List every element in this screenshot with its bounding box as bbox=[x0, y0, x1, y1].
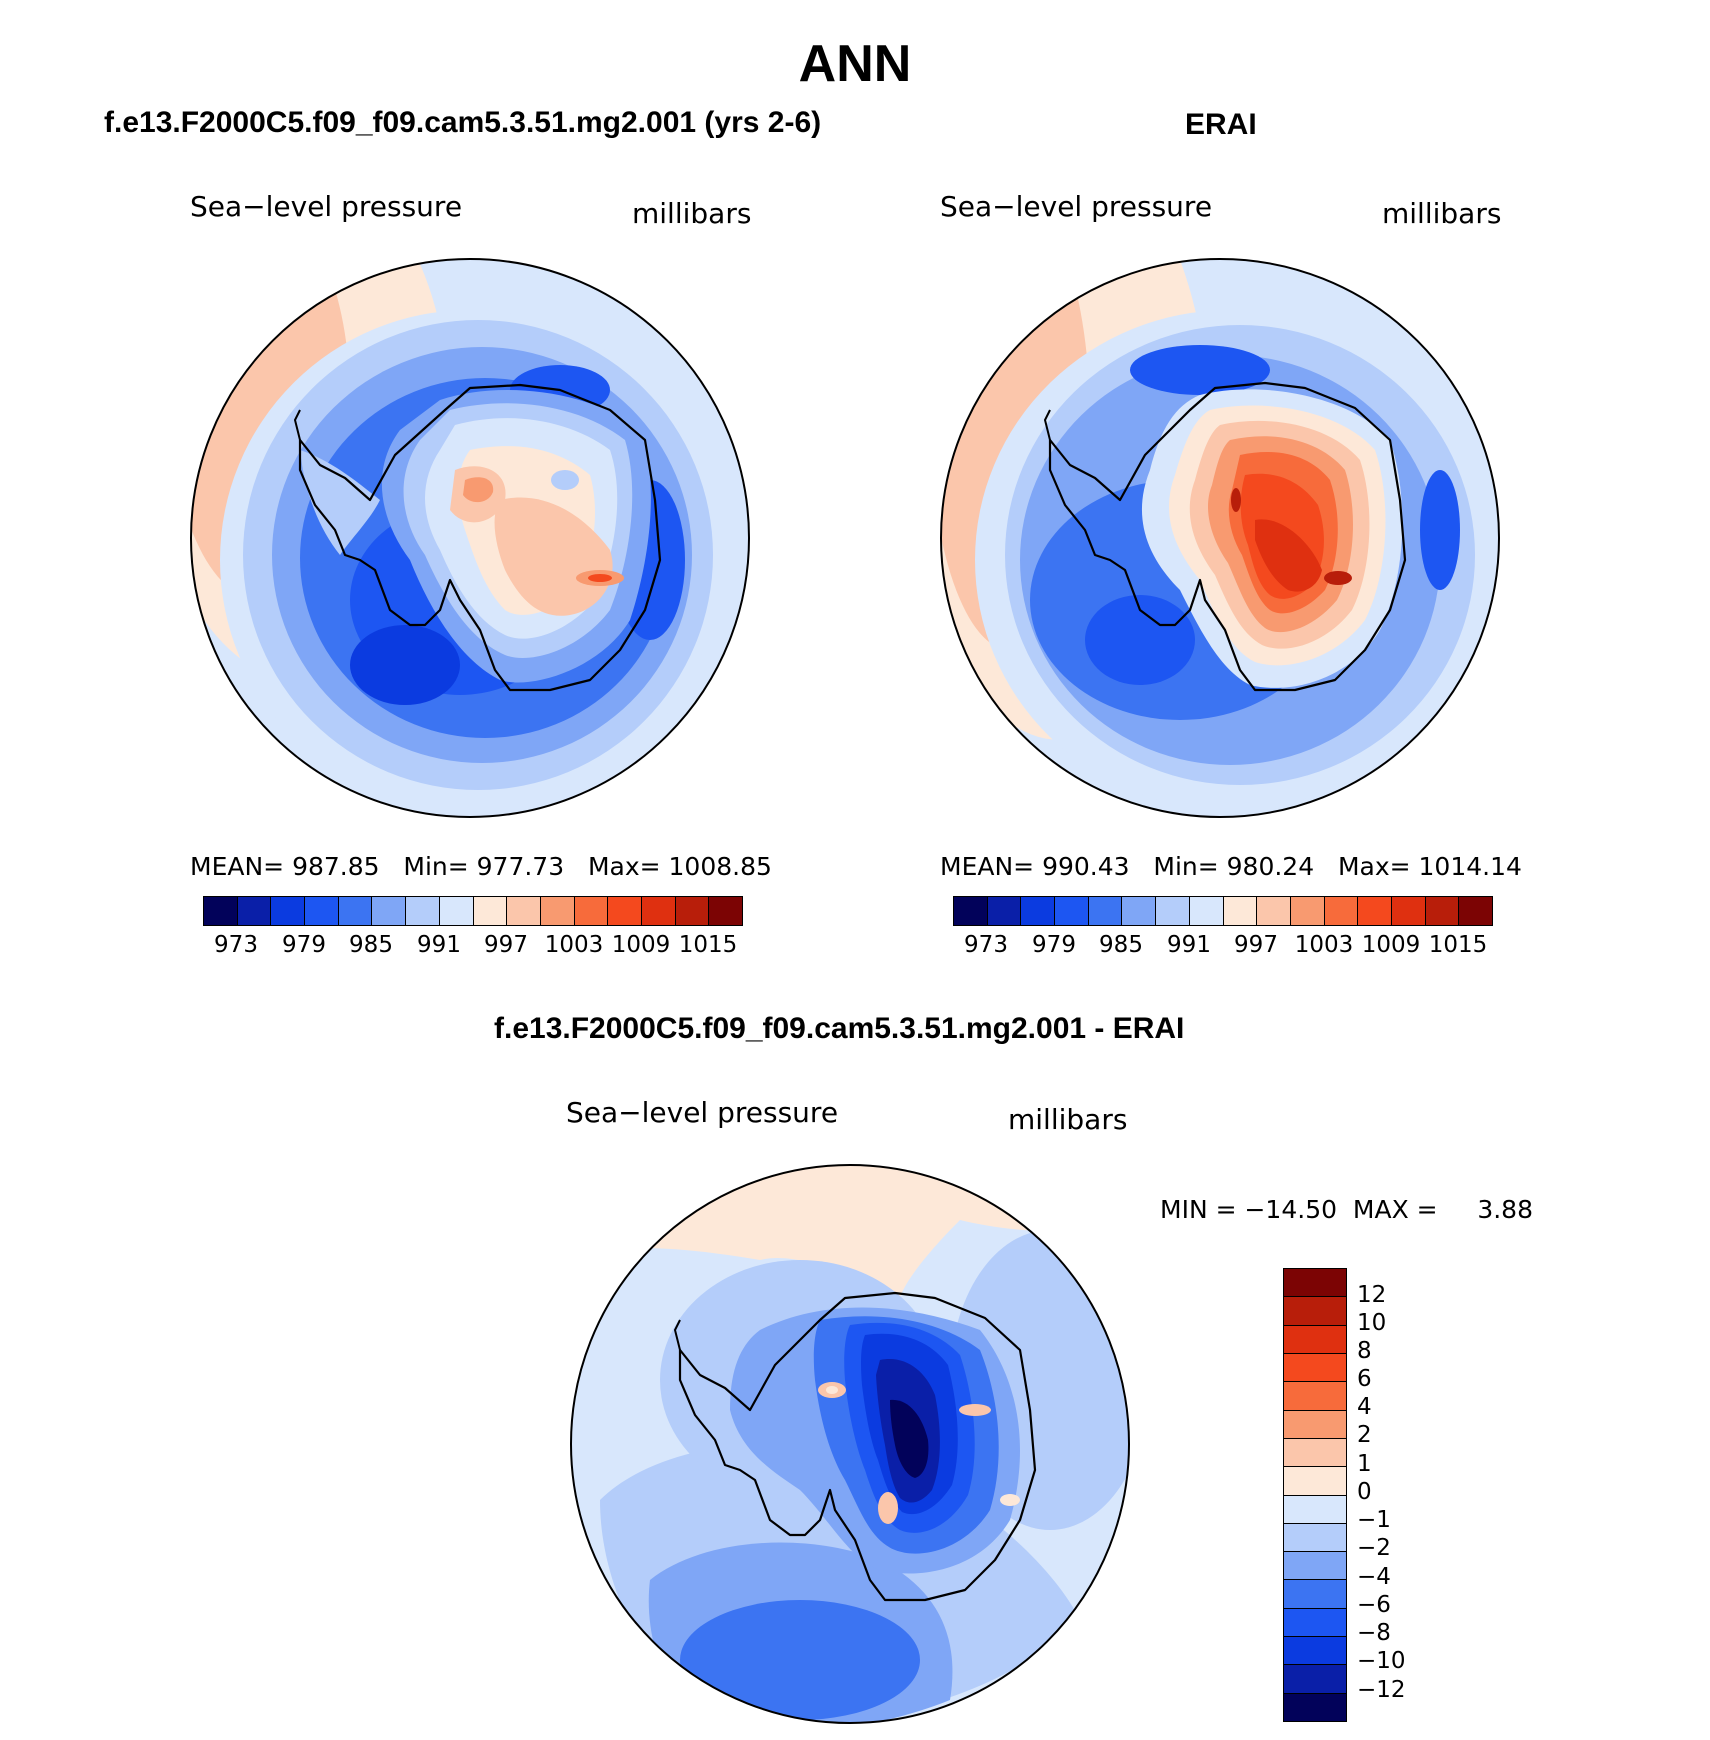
p3-swatch-7 bbox=[1284, 1438, 1346, 1468]
p3-swatch-2 bbox=[1284, 1297, 1346, 1326]
p1-tick-991: 991 bbox=[417, 932, 461, 958]
p2-swatch-11 bbox=[1290, 897, 1325, 925]
p2-swatch-15 bbox=[1425, 897, 1460, 925]
p1-swatch-4 bbox=[305, 897, 339, 925]
p2-swatch-10 bbox=[1257, 897, 1291, 925]
p1-tick-985: 985 bbox=[349, 932, 393, 958]
p3-swatch-13 bbox=[1284, 1608, 1346, 1638]
p1-swatch-13 bbox=[608, 897, 642, 925]
p3-swatch-14 bbox=[1284, 1637, 1346, 1666]
p2-tick-979: 979 bbox=[1032, 932, 1076, 958]
p3-swatch-9 bbox=[1284, 1495, 1346, 1524]
p3-tick-neg4: −4 bbox=[1357, 1564, 1391, 1590]
p1-tick-1003: 1003 bbox=[544, 932, 604, 958]
p2-swatch-16 bbox=[1459, 897, 1492, 925]
p1-swatch-16 bbox=[709, 897, 742, 925]
p2-tick-997: 997 bbox=[1234, 932, 1278, 958]
p2-tick-985: 985 bbox=[1099, 932, 1143, 958]
p3-swatch-4 bbox=[1284, 1353, 1346, 1383]
panel3-colorbar bbox=[1283, 1268, 1347, 1722]
p3-swatch-3 bbox=[1284, 1325, 1346, 1354]
p1-swatch-14 bbox=[641, 897, 676, 925]
p3-tick-neg10: −10 bbox=[1357, 1648, 1406, 1674]
panel3-stats: MIN = −14.50 MAX = 3.88 bbox=[1160, 1195, 1533, 1224]
p1-swatch-11 bbox=[540, 897, 575, 925]
p3-tick-neg1: −1 bbox=[1357, 1507, 1391, 1533]
p3-swatch-16 bbox=[1284, 1693, 1346, 1721]
p1-tick-979: 979 bbox=[282, 932, 326, 958]
p1-tick-973: 973 bbox=[214, 932, 258, 958]
p3-swatch-1 bbox=[1284, 1269, 1346, 1298]
panel2-stats: MEAN= 990.43 Min= 980.24 Max= 1014.14 bbox=[940, 852, 1522, 881]
panel3-title: f.e13.F2000C5.f09_f09.cam5.3.51.mg2.001 … bbox=[494, 1012, 1185, 1045]
panel2-units-label: millibars bbox=[1382, 197, 1502, 230]
p2-swatch-7 bbox=[1156, 897, 1190, 925]
p1-swatch-1 bbox=[204, 897, 238, 925]
p1-swatch-15 bbox=[675, 897, 710, 925]
p3-swatch-11 bbox=[1284, 1552, 1346, 1581]
panel1-units-label: millibars bbox=[632, 197, 752, 230]
panel1-title: f.e13.F2000C5.f09_f09.cam5.3.51.mg2.001 … bbox=[104, 106, 822, 139]
p3-swatch-6 bbox=[1284, 1410, 1346, 1439]
p3-swatch-5 bbox=[1284, 1382, 1346, 1411]
p2-swatch-9 bbox=[1223, 897, 1258, 925]
panel3-variable-label: Sea−level pressure bbox=[566, 1096, 839, 1129]
p2-tick-973: 973 bbox=[964, 932, 1008, 958]
panel2-variable-label: Sea−level pressure bbox=[940, 190, 1213, 223]
p1-swatch-5 bbox=[338, 897, 373, 925]
p3-swatch-12 bbox=[1284, 1580, 1346, 1609]
p1-swatch-3 bbox=[271, 897, 306, 925]
panel2-colorbar bbox=[953, 896, 1493, 926]
p2-tick-991: 991 bbox=[1167, 932, 1211, 958]
p2-swatch-8 bbox=[1189, 897, 1224, 925]
p3-swatch-8 bbox=[1284, 1467, 1346, 1496]
p2-swatch-13 bbox=[1358, 897, 1392, 925]
p3-tick-8: 8 bbox=[1357, 1338, 1372, 1364]
p1-swatch-12 bbox=[574, 897, 609, 925]
panel1-stats: MEAN= 987.85 Min= 977.73 Max= 1008.85 bbox=[190, 852, 772, 881]
p2-swatch-14 bbox=[1391, 897, 1426, 925]
panel3-units-label: millibars bbox=[1008, 1103, 1128, 1136]
panel1-colorbar bbox=[203, 896, 743, 926]
p1-swatch-8 bbox=[439, 897, 474, 925]
p2-swatch-1 bbox=[954, 897, 988, 925]
p3-tick-4: 4 bbox=[1357, 1394, 1372, 1420]
p3-tick-1: 1 bbox=[1357, 1451, 1372, 1477]
p1-swatch-9 bbox=[473, 897, 508, 925]
p2-swatch-4 bbox=[1055, 897, 1089, 925]
p2-swatch-3 bbox=[1021, 897, 1056, 925]
p3-swatch-15 bbox=[1284, 1665, 1346, 1694]
p1-swatch-7 bbox=[406, 897, 440, 925]
p2-swatch-12 bbox=[1324, 897, 1359, 925]
p1-swatch-6 bbox=[372, 897, 407, 925]
p2-swatch-5 bbox=[1088, 897, 1123, 925]
panel1-variable-label: Sea−level pressure bbox=[190, 190, 463, 223]
p3-tick-neg2: −2 bbox=[1357, 1535, 1391, 1561]
panel2-title: ERAI bbox=[1185, 108, 1257, 141]
p3-tick-10: 10 bbox=[1357, 1310, 1387, 1336]
p2-tick-1009: 1009 bbox=[1361, 932, 1421, 958]
p3-tick-0: 0 bbox=[1357, 1479, 1372, 1505]
p1-swatch-2 bbox=[237, 897, 272, 925]
p3-swatch-10 bbox=[1284, 1523, 1346, 1553]
p3-tick-neg12: −12 bbox=[1357, 1677, 1406, 1703]
p2-tick-1015: 1015 bbox=[1428, 932, 1488, 958]
figure-title: ANN bbox=[798, 35, 912, 93]
p1-tick-1015: 1015 bbox=[678, 932, 738, 958]
p2-swatch-2 bbox=[987, 897, 1022, 925]
p3-tick-6: 6 bbox=[1357, 1366, 1372, 1392]
p3-tick-2: 2 bbox=[1357, 1422, 1372, 1448]
p1-tick-997: 997 bbox=[484, 932, 528, 958]
p1-swatch-10 bbox=[507, 897, 541, 925]
p3-tick-neg6: −6 bbox=[1357, 1592, 1391, 1618]
p2-tick-1003: 1003 bbox=[1294, 932, 1354, 958]
p3-tick-12: 12 bbox=[1357, 1282, 1387, 1308]
p3-tick-neg8: −8 bbox=[1357, 1620, 1391, 1646]
p1-tick-1009: 1009 bbox=[611, 932, 671, 958]
p2-swatch-6 bbox=[1122, 897, 1157, 925]
